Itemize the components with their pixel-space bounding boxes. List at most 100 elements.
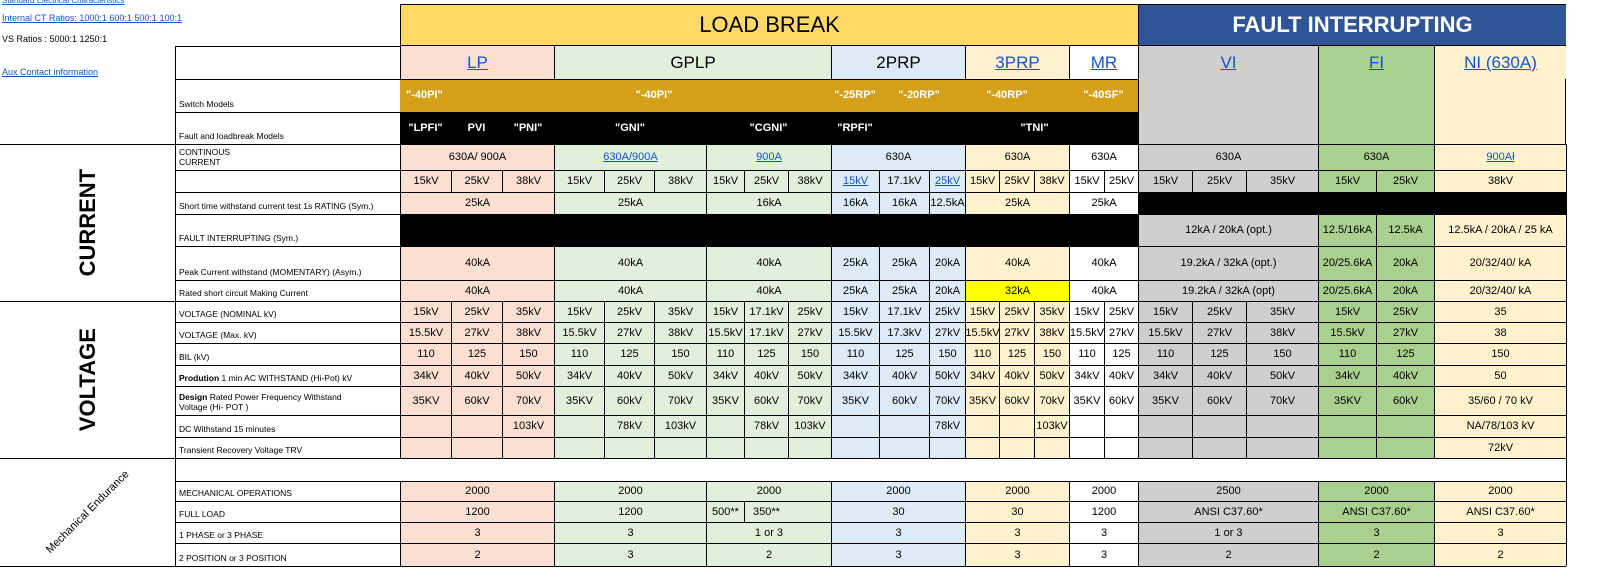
product-vi[interactable]: VI	[1138, 46, 1318, 79]
full-load-value: ANSI C37.60*	[1138, 501, 1318, 522]
voltage-max-value: 27kV	[1104, 322, 1138, 343]
kv-class-value: 38kV	[502, 170, 554, 192]
bil-label: BIL (kV)	[175, 343, 400, 365]
kv-class-value: 17.1kV	[879, 170, 929, 192]
design-ac-value: 35KV	[706, 386, 744, 415]
fault-model-code: "PNI"	[513, 121, 543, 134]
bil-value: 125	[1104, 343, 1138, 365]
fi-header-fill	[1318, 79, 1434, 144]
design-ac-label: Design Rated Power Frequency Withstand V…	[175, 386, 400, 415]
empty-cell	[1069, 437, 1104, 458]
bil-value: 110	[1138, 343, 1192, 365]
band-fill	[400, 246, 554, 280]
design-ac-value: 35/60 / 70 kV	[1434, 386, 1566, 415]
fault-interrupting-value: 12kA / 20kA (opt.)	[1138, 214, 1318, 246]
voltage-max-value: 15.5kV	[965, 322, 999, 343]
product-ni-630a-[interactable]: NI (630A)	[1434, 46, 1566, 79]
empty-cell	[879, 437, 929, 458]
continuous-current-value: 630A	[1318, 144, 1434, 170]
production-ac-value: 50kV	[654, 365, 706, 386]
production-ac-value: 34kV	[831, 365, 879, 386]
dc-withstand-value: 78kV	[744, 415, 788, 437]
voltage-nominal-value: 15kV	[831, 301, 879, 322]
switch-model-bar	[400, 79, 1138, 112]
voltage-max-value: 27kV	[929, 322, 965, 343]
kv-class-value[interactable]: 15kV	[831, 170, 879, 192]
bil-value: 110	[831, 343, 879, 365]
voltage-nominal-value: 25kV	[999, 301, 1034, 322]
fault-interrupting-value: 12.5/16kA	[1318, 214, 1376, 246]
empty-cell	[451, 437, 502, 458]
voltage-nominal-value: 25kV	[1192, 301, 1246, 322]
empty-cell	[554, 437, 604, 458]
mech-ops-value: 2000	[1434, 481, 1566, 501]
spacer-row	[175, 458, 1566, 481]
empty-cell	[706, 437, 744, 458]
blocked-cell	[1138, 192, 1566, 214]
empty-cell	[1138, 415, 1192, 437]
kv-class-value: 38kV	[788, 170, 831, 192]
design-ac-value: 60kV	[879, 386, 929, 415]
empty-cell	[1192, 437, 1246, 458]
production-ac-value: 40kV	[1376, 365, 1434, 386]
production-ac-value: 50kV	[788, 365, 831, 386]
bil-value: 125	[879, 343, 929, 365]
fault-model-code: "TNI"	[1020, 121, 1049, 134]
kv-class-value: 15kV	[1138, 170, 1192, 192]
mech-ops-value: 2500	[1138, 481, 1318, 501]
empty-cell	[831, 415, 879, 437]
mech-ops-label: MECHANICAL OPERATIONS	[175, 481, 400, 501]
continuous-current-value[interactable]: 630A/900A	[554, 144, 706, 170]
band-fill	[965, 386, 1069, 415]
fault-interrupting-label: FAULT INTERRUPTING (Sym.)	[175, 214, 400, 246]
product-fi[interactable]: FI	[1318, 46, 1434, 79]
product-lp[interactable]: LP	[400, 46, 554, 79]
bil-value: 150	[502, 343, 554, 365]
voltage-nominal-label: VOLTAGE (NOMINAL kV)	[175, 301, 400, 322]
peak-current-value: 25kA	[879, 246, 929, 280]
design-bold: Design	[179, 392, 208, 403]
design-ac-value: 35KV	[400, 386, 451, 415]
voltage-max-value: 27kV	[1192, 322, 1246, 343]
ct-ratios-link[interactable]: Internal CT Ratios: 1000:1 600:1 500:1 1…	[2, 12, 182, 23]
design-rest: Rated Power Frequency Withstand Voltage …	[179, 392, 342, 413]
product-mr[interactable]: MR	[1069, 46, 1138, 79]
production-ac-value: 50kV	[929, 365, 965, 386]
production-ac-value: 40kV	[604, 365, 654, 386]
band-fill	[400, 144, 554, 170]
position-value: 2	[706, 543, 831, 566]
voltage-max-value: 17.1kV	[744, 322, 788, 343]
continuous-current-value[interactable]: 900Ał	[1434, 144, 1566, 170]
phase-value: 3	[554, 522, 706, 543]
voltage-max-value: 15.5kV	[1069, 322, 1104, 343]
kv-class-value[interactable]: 25kV	[929, 170, 965, 192]
kv-class-value: 15kV	[1318, 170, 1376, 192]
phase-value: 3	[400, 522, 554, 543]
phase-value: 3	[1434, 522, 1566, 543]
standard-characteristics-link[interactable]: Standard Electrical Characteristics	[2, 0, 125, 5]
band-fill	[831, 144, 965, 170]
making-current-value: 40kA	[400, 280, 554, 301]
full-load-value: 1200	[400, 501, 554, 522]
voltage-max-value: 17.3kV	[879, 322, 929, 343]
continuous-current-value[interactable]: 900A	[706, 144, 831, 170]
bil-value: 110	[965, 343, 999, 365]
bil-value: 150	[788, 343, 831, 365]
fault-model-code: "LPFI"	[408, 121, 443, 134]
bil-value: 150	[1434, 343, 1566, 365]
fault-model-code: "CGNI"	[749, 121, 788, 134]
dc-withstand-value: 103kV	[502, 415, 554, 437]
voltage-max-value: 15.5kV	[1138, 322, 1192, 343]
aux-contact-link[interactable]: Aux Contact information	[2, 66, 99, 77]
production-bold: Prodution	[179, 373, 220, 384]
production-ac-text: Prodution 1 min AC WITHSTAND (Hi-Pot) kV	[179, 373, 352, 384]
continuous-current-value: 630A	[1069, 144, 1138, 170]
continuous-current-value: 630A	[965, 144, 1069, 170]
kv-class-value: 25kV	[1376, 170, 1434, 192]
voltage-max-value: 27kV	[1376, 322, 1434, 343]
product-3prp[interactable]: 3PRP	[965, 46, 1069, 79]
empty-cell	[400, 437, 451, 458]
trv-value: 72kV	[1434, 437, 1566, 458]
kv-class-value: 38kV	[654, 170, 706, 192]
voltage-max-value: 38kV	[1246, 322, 1318, 343]
